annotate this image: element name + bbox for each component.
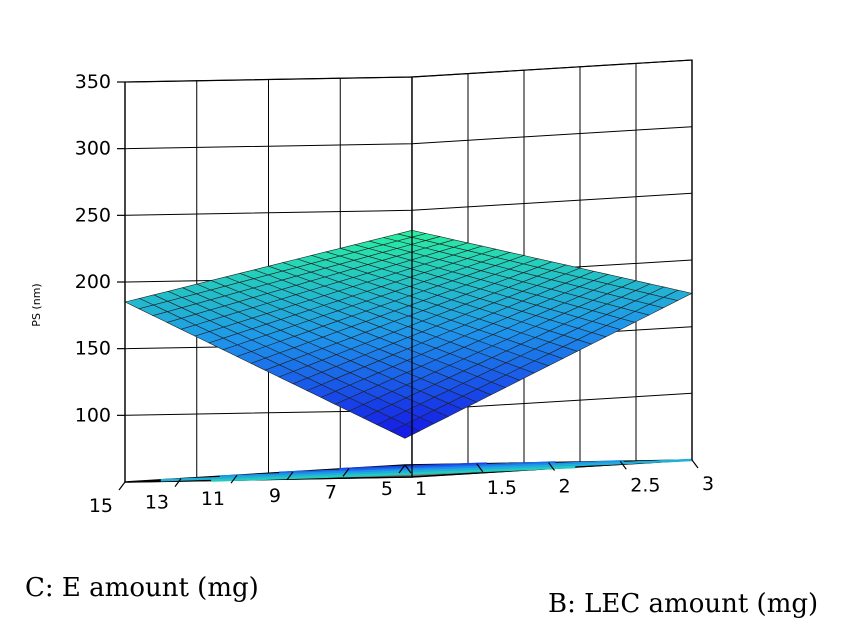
- c-tick-label: 7: [325, 481, 337, 503]
- z-axis-label: PS (nm): [30, 283, 43, 326]
- b-tick-label: 1.5: [487, 477, 517, 499]
- c-tick-label: 15: [89, 495, 113, 517]
- b-axis-label: B: LEC amount (mg): [548, 589, 818, 619]
- c-tick-label: 9: [269, 485, 281, 507]
- z-tick-label: 350: [75, 71, 111, 93]
- b-tick-label: 1: [415, 478, 427, 500]
- c-axis-label: C: E amount (mg): [25, 573, 259, 603]
- b-axis-ticks: 1 1.5 2 2.5 3: [404, 459, 714, 500]
- c-axis-ticks: 5 7 9 11 13 15: [89, 464, 406, 517]
- z-tick-label: 200: [75, 271, 111, 293]
- b-tick-label: 3: [702, 473, 714, 495]
- contour-line: [338, 462, 488, 471]
- b-tick-mark: [619, 460, 627, 470]
- c-tick-mark: [118, 481, 126, 491]
- c-tick-mark: [398, 464, 406, 474]
- b-tick-mark: [404, 464, 412, 474]
- response-surface: [124, 229, 693, 439]
- z-tick-label: 100: [75, 404, 111, 426]
- contour-lines: [160, 458, 693, 482]
- contour-line: [279, 461, 556, 475]
- c-tick-label: 11: [201, 488, 225, 510]
- c-tick-mark: [286, 471, 294, 481]
- z-tick-label: 250: [75, 204, 111, 226]
- b-tick-mark: [476, 463, 484, 473]
- c-tick-label: 5: [381, 478, 393, 500]
- c-tick-label: 13: [145, 492, 169, 514]
- b-tick-mark: [691, 459, 699, 469]
- c-tick-mark: [230, 474, 238, 484]
- z-axis-ticks: 100 150 200 250 300 350: [75, 71, 125, 426]
- c-tick-mark: [342, 468, 350, 477]
- contour-line: [219, 459, 624, 478]
- contour-line: [160, 458, 693, 482]
- b-tick-label: 2: [559, 476, 571, 498]
- c-tick-mark: [174, 478, 182, 487]
- b-tick-mark: [548, 462, 555, 471]
- z-tick-label: 300: [75, 138, 111, 160]
- z-tick-label: 150: [75, 338, 111, 360]
- b-tick-label: 2.5: [630, 474, 660, 496]
